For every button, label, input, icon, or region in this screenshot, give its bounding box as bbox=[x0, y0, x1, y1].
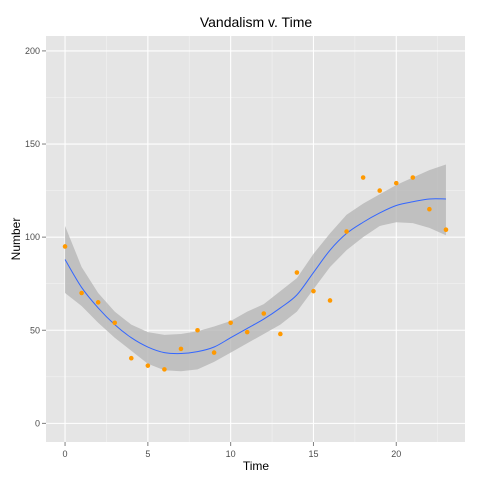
data-point bbox=[261, 311, 266, 316]
chart-title: Vandalism v. Time bbox=[200, 14, 313, 30]
y-tick-label: 150 bbox=[25, 139, 40, 149]
data-point bbox=[162, 367, 167, 372]
data-point bbox=[112, 321, 117, 326]
x-tick-label: 5 bbox=[145, 449, 150, 459]
x-tick-label: 20 bbox=[391, 449, 401, 459]
data-point bbox=[212, 350, 217, 355]
data-point bbox=[195, 328, 200, 333]
y-axis-label: Number bbox=[9, 218, 23, 261]
data-point bbox=[228, 321, 233, 326]
x-axis-ticks: 0 5 10 15 20 bbox=[63, 442, 402, 459]
y-tick-label: 100 bbox=[25, 232, 40, 242]
data-point bbox=[427, 207, 432, 212]
x-tick-label: 0 bbox=[63, 449, 68, 459]
plot-panel bbox=[46, 36, 465, 442]
x-tick-label: 15 bbox=[308, 449, 318, 459]
data-point bbox=[63, 244, 68, 249]
data-point bbox=[361, 175, 366, 180]
data-point bbox=[411, 175, 416, 180]
data-point bbox=[79, 291, 84, 296]
data-point bbox=[146, 363, 151, 368]
data-point bbox=[344, 229, 349, 234]
data-point bbox=[311, 289, 316, 294]
data-point bbox=[278, 332, 283, 337]
data-point bbox=[377, 188, 382, 193]
data-point bbox=[96, 300, 101, 305]
x-axis-label: Time bbox=[243, 459, 270, 473]
x-tick-label: 10 bbox=[226, 449, 236, 459]
data-point bbox=[129, 356, 134, 361]
data-point bbox=[444, 227, 449, 232]
y-tick-label: 200 bbox=[25, 46, 40, 56]
y-axis-ticks: 0 50 100 150 200 bbox=[25, 46, 46, 428]
data-point bbox=[328, 298, 333, 303]
y-tick-label: 50 bbox=[30, 325, 40, 335]
data-point bbox=[295, 270, 300, 275]
data-point bbox=[394, 181, 399, 186]
data-point bbox=[245, 330, 250, 335]
data-point bbox=[179, 347, 184, 352]
y-tick-label: 0 bbox=[35, 418, 40, 428]
